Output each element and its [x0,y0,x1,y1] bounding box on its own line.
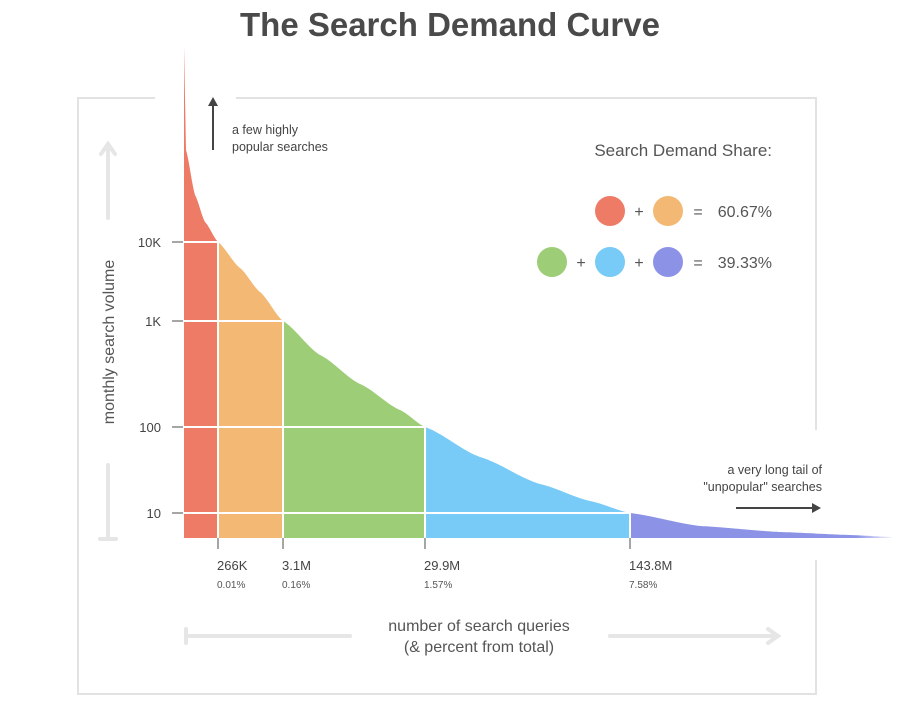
legend-rows: 60.67% = +39.33% = + + [537,196,772,277]
chart-frame [77,97,817,695]
head-annotation-line-2: popular searches [232,140,328,154]
x-breakpoint-value: 29.9M [424,558,460,573]
area-segment-3 [283,321,425,538]
legend-swatch [595,196,625,226]
legend-plus: + [634,204,643,221]
y-tick-label: 1K [145,314,161,329]
legend-swatch [653,196,683,226]
legend-swatch [595,247,625,277]
y-axis-label: monthly search volume [101,260,118,425]
x-axis-label-line-1: number of search queries [388,618,569,635]
up-arrowhead-icon [208,97,218,106]
area-segment-2 [218,242,283,538]
tail-annotation-line-1: a very long tail of [728,463,823,477]
x-breakpoint-value: 266K [217,558,248,573]
x-breakpoint-value: 3.1M [282,558,311,573]
x-axis-label-line-2: (& percent from total) [404,639,554,656]
x-axis-arrows [184,627,782,645]
legend-equals: = [693,204,702,221]
legend: Search Demand Share: 60.67% = +39.33% = + + [537,141,772,277]
head-annotation: a few highly popular searches [208,97,328,154]
y-tick-label: 10 [147,506,161,521]
y-axis-ticks: 10K 1K 100 10 [138,235,183,521]
x-breakpoint-percent: 7.58% [629,580,657,591]
x-breakpoint-value: 143.8M [629,558,672,573]
y-axis-arrows [98,140,118,541]
legend-value: 39.33% [718,255,772,272]
legend-title: Search Demand Share: [594,141,772,160]
y-tick-label: 10K [138,235,161,250]
x-axis-breakpoints: 266K 0.01% 3.1M 0.16% 29.9M 1.57% 143.8M 7.58% [217,538,672,591]
area-segment-5 [630,513,892,538]
chart-title: The Search Demand Curve [240,6,660,43]
tail-annotation: a very long tail of "unpopular" searches [703,463,823,513]
x-breakpoint-percent: 0.01% [217,580,245,591]
area-segments [184,46,896,540]
head-annotation-line-1: a few highly [232,123,299,137]
grid-lines [184,241,631,538]
y-tick-label: 100 [139,420,161,435]
legend-value: 60.67% [718,204,772,221]
tail-annotation-line-2: "unpopular" searches [703,480,822,494]
x-breakpoint-percent: 0.16% [282,580,310,591]
legend-swatch [653,247,683,277]
area-segment-4 [425,427,630,538]
legend-equals: = [693,255,702,272]
legend-plus: + [576,255,585,272]
legend-plus: + [634,255,643,272]
tail-fade [856,520,896,540]
area-segment-1 [184,46,218,538]
right-arrowhead-icon [812,503,821,513]
legend-swatch [537,247,567,277]
x-breakpoint-percent: 1.57% [424,580,452,591]
